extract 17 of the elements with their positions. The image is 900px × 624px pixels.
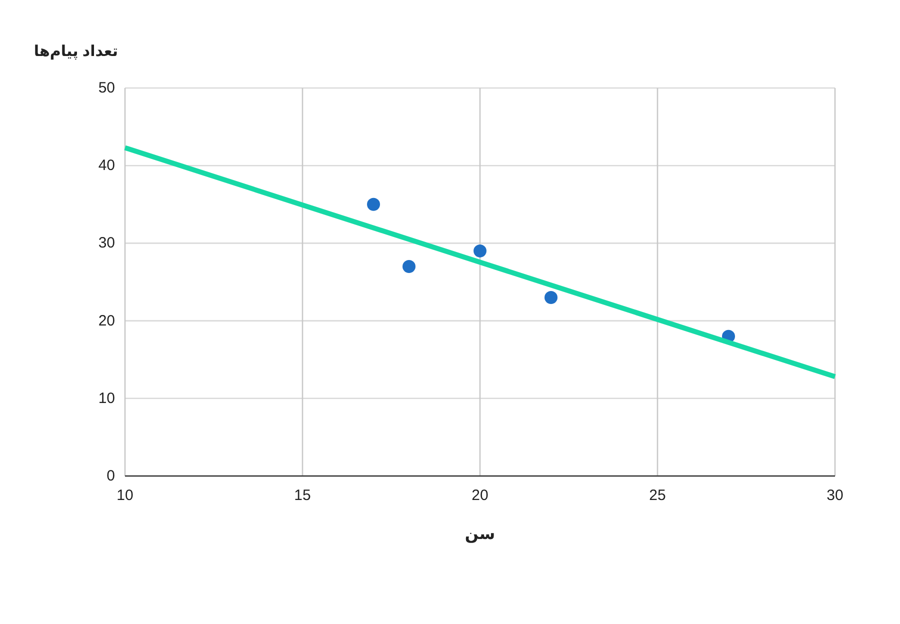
point xyxy=(367,198,380,211)
point xyxy=(544,291,558,304)
x-tick-label: 20 xyxy=(472,487,488,504)
y-tick-label: 10 xyxy=(98,390,115,407)
x-axis-title: سن xyxy=(464,526,496,543)
y-tick-label: 40 xyxy=(98,157,115,174)
y-tick-label: 50 xyxy=(98,80,115,96)
x-tick-label: 25 xyxy=(649,487,666,504)
x-tick-label: 15 xyxy=(294,487,311,504)
y-axis-title: تعداد پیام‌ها xyxy=(34,43,118,60)
y-tick-label: 0 xyxy=(106,468,115,484)
y-tick-label: 30 xyxy=(98,234,115,252)
point xyxy=(474,244,486,258)
x-tick-label: 30 xyxy=(826,487,844,504)
x-tick-label: 10 xyxy=(116,487,134,504)
y-tick-label: 20 xyxy=(98,312,115,330)
point xyxy=(402,260,416,273)
